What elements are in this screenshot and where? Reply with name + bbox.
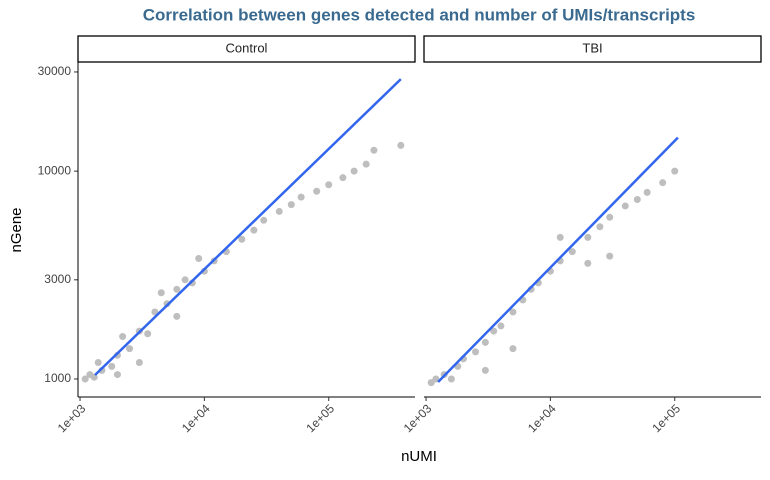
point xyxy=(509,345,517,353)
x-tick-label: 1e+05 xyxy=(303,401,337,435)
point xyxy=(113,371,121,379)
point xyxy=(427,379,435,387)
point xyxy=(596,223,604,231)
point xyxy=(490,327,498,335)
point xyxy=(144,330,152,338)
point xyxy=(287,201,295,209)
x-tick-label: 1e+03 xyxy=(55,401,89,435)
point xyxy=(568,248,576,256)
point xyxy=(472,348,480,356)
point xyxy=(195,254,203,262)
x-tick-label: 1e+03 xyxy=(401,401,435,435)
strip-label: Control xyxy=(226,40,268,55)
strip xyxy=(77,35,416,63)
strip-label: TBI xyxy=(582,40,602,55)
point xyxy=(157,289,165,297)
point xyxy=(297,193,305,201)
point xyxy=(397,141,405,149)
y-tick-label: 10000 xyxy=(38,163,72,177)
point xyxy=(606,252,614,260)
point xyxy=(497,322,505,330)
point xyxy=(584,259,592,267)
chart-title: Correlation between genes detected and n… xyxy=(143,5,696,24)
y-tick-label: 3000 xyxy=(44,272,71,286)
y-axis-label: nGene xyxy=(8,207,25,252)
point xyxy=(119,333,127,341)
point xyxy=(173,285,181,293)
point xyxy=(325,181,333,189)
fit-line xyxy=(94,78,402,376)
x-tick-label: 1e+04 xyxy=(179,401,213,435)
point xyxy=(250,226,258,234)
y-tick-label: 1000 xyxy=(44,371,71,385)
point xyxy=(606,213,614,221)
strip xyxy=(423,35,762,63)
point xyxy=(447,375,455,383)
x-tick-label: 1e+05 xyxy=(649,401,683,435)
point xyxy=(173,312,181,320)
point xyxy=(238,235,246,243)
point xyxy=(370,146,378,154)
point xyxy=(584,233,592,241)
point xyxy=(509,308,517,316)
point xyxy=(350,167,358,175)
point xyxy=(181,276,189,284)
x-tick-label: 1e+04 xyxy=(525,401,559,435)
point xyxy=(633,196,641,204)
point xyxy=(671,167,679,175)
point xyxy=(643,188,651,196)
point xyxy=(339,174,347,182)
x-axis-label: nUMI xyxy=(401,448,437,465)
point xyxy=(81,375,89,383)
fit-line xyxy=(437,136,679,383)
point xyxy=(481,366,489,374)
point xyxy=(313,187,321,195)
point xyxy=(556,233,564,241)
point xyxy=(126,345,134,353)
point xyxy=(94,359,102,367)
point xyxy=(135,359,143,367)
point xyxy=(659,179,667,187)
point xyxy=(108,362,116,370)
point xyxy=(275,207,283,215)
point xyxy=(260,216,268,224)
point xyxy=(481,338,489,346)
point xyxy=(621,202,629,210)
point xyxy=(362,160,370,168)
y-tick-label: 30000 xyxy=(38,64,72,78)
